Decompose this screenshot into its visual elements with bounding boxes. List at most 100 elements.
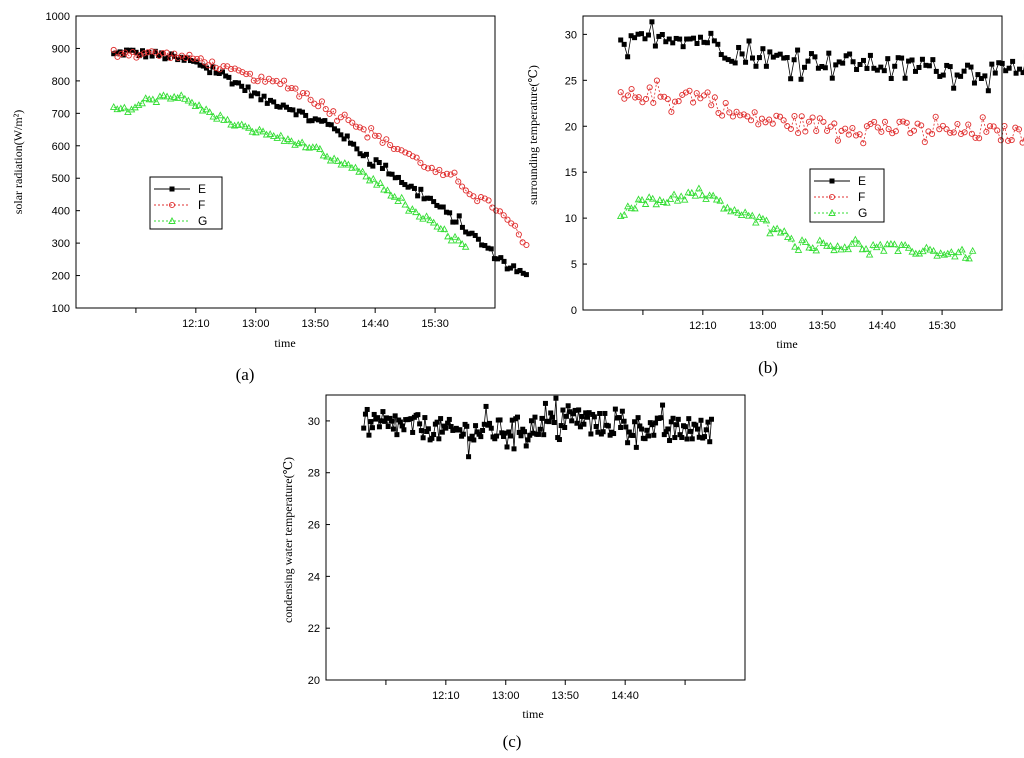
data-point (933, 68, 939, 74)
data-point (954, 72, 960, 78)
data-point (829, 75, 835, 81)
data-point (874, 124, 881, 131)
data-point (228, 66, 235, 73)
data-point (330, 154, 338, 162)
data-point (704, 89, 711, 96)
data-point (235, 67, 242, 74)
data-point (271, 99, 277, 105)
data-point (399, 179, 405, 185)
data-point (224, 63, 231, 70)
data-point (755, 121, 762, 128)
data-point (635, 94, 642, 101)
data-point (652, 43, 658, 49)
data-point (617, 89, 624, 96)
data-point (216, 66, 223, 73)
data-point (380, 185, 388, 193)
data-point (791, 113, 798, 120)
data-point (213, 114, 221, 122)
data-point (311, 100, 318, 107)
data-point (145, 95, 154, 103)
data-point (394, 432, 400, 438)
data-point (972, 134, 979, 141)
data-point (673, 35, 679, 41)
data-point (586, 410, 592, 416)
data-point (986, 123, 994, 130)
data-point (418, 186, 424, 192)
data-point (504, 444, 510, 450)
data-point (390, 426, 396, 432)
data-point (129, 49, 136, 56)
data-point (269, 78, 276, 85)
data-point (784, 55, 790, 61)
data-point (743, 59, 749, 65)
data-point (241, 122, 250, 130)
data-point (940, 72, 946, 78)
series-line-E (113, 49, 527, 275)
data-point (855, 239, 863, 247)
data-point (688, 428, 694, 434)
data-point (965, 121, 972, 128)
data-point (152, 49, 159, 56)
data-point (307, 96, 314, 103)
data-point (666, 36, 672, 42)
data-point (194, 59, 200, 65)
data-point (653, 420, 659, 426)
data-point (200, 63, 206, 69)
data-point (130, 47, 136, 53)
data-point (840, 243, 849, 251)
data-point (258, 97, 264, 103)
series-E (111, 47, 529, 278)
panel-b-ylabel: surrounding temperature(℃) (526, 65, 540, 205)
data-point (943, 126, 950, 133)
data-point (635, 415, 641, 421)
data-point (195, 101, 203, 109)
data-point (798, 236, 806, 244)
data-point (309, 118, 315, 124)
data-point (794, 245, 803, 253)
data-point (451, 232, 459, 240)
panel-c: 20 22 24 26 28 30 12:10 13:00 13:50 14:40 time co… (281, 394, 746, 751)
data-point (689, 436, 695, 442)
data-point (703, 427, 709, 433)
data-point (889, 130, 896, 137)
data-point (926, 63, 932, 69)
data-point (434, 202, 440, 208)
data-point (184, 96, 193, 104)
data-point (344, 160, 353, 168)
data-point (424, 165, 432, 172)
data-point (584, 414, 590, 420)
data-point (913, 68, 919, 74)
data-point (906, 58, 912, 64)
data-point (876, 240, 884, 248)
data-point (715, 109, 722, 116)
data-point (301, 143, 310, 151)
data-point (410, 429, 416, 435)
data-point (415, 193, 421, 199)
data-point (909, 57, 915, 63)
data-point (542, 400, 548, 406)
data-point (330, 108, 337, 115)
data-point (523, 443, 529, 449)
data-point (624, 92, 632, 99)
data-point (645, 32, 651, 38)
data-point (871, 65, 877, 71)
y-tick-label: 300 (52, 238, 70, 250)
panel-b-xlabel: time (776, 337, 797, 351)
series-condensing water (361, 395, 714, 460)
data-point (362, 411, 368, 417)
data-point (511, 263, 517, 269)
data-point (341, 159, 349, 167)
series-line-condensing water (363, 398, 712, 457)
data-point (652, 200, 661, 208)
data-point (440, 172, 447, 179)
data-point (633, 444, 639, 450)
data-point (354, 146, 360, 152)
data-point (878, 128, 885, 135)
data-point (663, 429, 669, 435)
data-point (581, 421, 587, 427)
data-point (708, 102, 715, 109)
legend-label-E: E (858, 174, 866, 188)
data-point (322, 118, 328, 124)
data-point (675, 98, 682, 105)
data-point (518, 433, 524, 439)
